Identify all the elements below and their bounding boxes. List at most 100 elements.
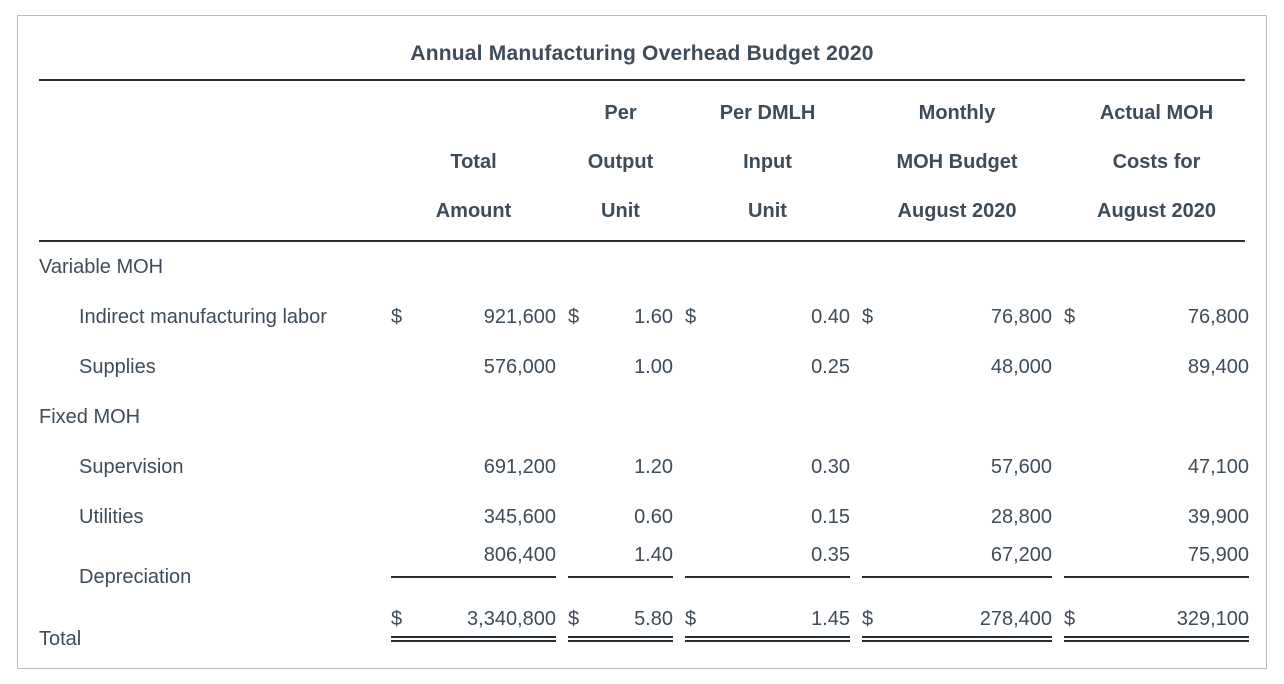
amount-cell: 0.60 [568,506,673,529]
amount-value: 89,400 [1187,355,1249,378]
currency-symbol: $ [1064,608,1076,630]
amount-value: 0.15 [811,505,850,528]
amount-cell: 345,600 [391,506,556,529]
amount-value: 3,340,800 [467,608,556,630]
row-label: Total [39,628,82,650]
title-divider [39,79,1245,81]
column-header-per-dmlh-input-unit: Per DMLH Input Unit [685,89,850,236]
amount-cell: $1.45 [685,600,850,642]
column-header-line: Total [450,151,497,173]
amount-cell: $76,800 [862,306,1052,329]
amount-value: 0.30 [811,455,850,478]
amount-cell: 0.25 [685,356,850,379]
amount-cell: 47,100 [1064,456,1249,479]
currency-symbol: $ [568,305,580,328]
amount-cell: $278,400 [862,600,1052,642]
amount-cell: $5.80 [568,600,673,642]
currency-symbol: $ [391,608,403,630]
table-row-total: Total $3,340,800 $5.80 $1.45 $278,400 $329,10… [39,600,1249,651]
column-header-line: Costs for [1112,151,1201,173]
amount-value: 76,800 [1187,305,1249,328]
amount-value: 0.40 [811,305,850,328]
currency-symbol: $ [685,305,697,328]
amount-cell: $329,100 [1064,600,1249,642]
column-header-line: Per [604,102,637,124]
column-header-line: Unit [601,200,640,222]
currency-symbol: $ [391,305,403,328]
column-header-line: Per DMLH [719,102,816,124]
amount-cell: 0.30 [685,456,850,479]
amount-cell: $0.40 [685,306,850,329]
column-header-monthly-moh-budget: Monthly MOH Budget August 2020 [862,89,1052,236]
amount-value: 28,800 [990,505,1052,528]
column-header-line [391,89,556,138]
amount-value: 57,600 [990,455,1052,478]
amount-cell: 48,000 [862,356,1052,379]
table-row-supervision: Supervision 691,200 1.20 0.30 57,600 47,100 [39,442,1249,492]
row-label: Supplies [79,355,156,378]
amount-value: 67,200 [990,544,1052,566]
column-header-line: Output [587,151,654,173]
amount-cell: 0.35 [685,544,850,578]
column-header-actual-moh-costs: Actual MOH Costs for August 2020 [1064,89,1249,236]
row-label: Indirect manufacturing labor [79,305,327,328]
amount-value: 1.40 [634,544,673,566]
table-row-supplies: Supplies 576,000 1.00 0.25 48,000 89,400 [39,342,1249,392]
row-label: Fixed MOH [39,405,141,428]
column-header-line: Actual MOH [1099,102,1214,124]
amount-value: 47,100 [1187,455,1249,478]
table-title: Annual Manufacturing Overhead Budget 202… [410,42,874,65]
amount-cell: $921,600 [391,306,556,329]
amount-value: 278,400 [979,608,1052,630]
table-row-variable-moh: Variable MOH [39,242,1245,292]
amount-value: 39,900 [1187,505,1249,528]
header-divider [39,240,1245,242]
column-header-per-output-unit: Per Output Unit [568,89,673,236]
header-label-spacer [39,89,379,236]
currency-symbol: $ [685,608,697,630]
amount-cell: 1.40 [568,544,673,578]
column-header-line: MOH Budget [896,151,1018,173]
column-header-total-amount: Total Amount [391,89,556,236]
currency-symbol: $ [862,608,874,630]
amount-value: 921,600 [483,305,556,328]
amount-cell: 89,400 [1064,356,1249,379]
currency-symbol: $ [862,305,874,328]
amount-cell: 28,800 [862,506,1052,529]
currency-symbol: $ [568,608,580,630]
amount-value: 1.00 [634,355,673,378]
amount-cell: $1.60 [568,306,673,329]
column-header-line: Input [743,151,792,173]
amount-value: 329,100 [1176,608,1249,630]
amount-cell: 576,000 [391,356,556,379]
row-label: Variable MOH [39,255,164,278]
amount-cell: 0.15 [685,506,850,529]
row-label: Supervision [79,455,184,478]
table-body: Variable MOH Indirect manufacturing labor… [39,242,1249,651]
amount-value: 345,600 [483,505,556,528]
amount-value: 76,800 [990,305,1052,328]
amount-value: 1.20 [634,455,673,478]
amount-value: 5.80 [634,608,673,630]
column-header-line: August 2020 [897,200,1017,222]
budget-table-panel: Annual Manufacturing Overhead Budget 202… [17,15,1267,669]
table-row-depreciation: Depreciation 806,400 1.40 0.35 67,200 75,900 [39,544,1249,592]
column-header-line: Amount [435,200,512,222]
amount-value: 0.25 [811,355,850,378]
amount-cell: 691,200 [391,456,556,479]
amount-value: 1.60 [634,305,673,328]
table-row-indirect-manufacturing-labor: Indirect manufacturing labor $921,600 $1.6… [39,292,1249,342]
table-row-fixed-moh: Fixed MOH [39,392,1245,442]
amount-cell: 806,400 [391,544,556,578]
currency-symbol: $ [1064,305,1076,328]
column-header-line: Monthly [918,102,996,124]
row-label: Depreciation [79,566,192,588]
amount-cell: 67,200 [862,544,1052,578]
row-label: Utilities [79,505,144,528]
amount-value: 576,000 [483,355,556,378]
table-row-utilities: Utilities 345,600 0.60 0.15 28,800 39,900 [39,492,1249,542]
amount-cell: 57,600 [862,456,1052,479]
amount-value: 0.60 [634,505,673,528]
amount-cell: 75,900 [1064,544,1249,578]
